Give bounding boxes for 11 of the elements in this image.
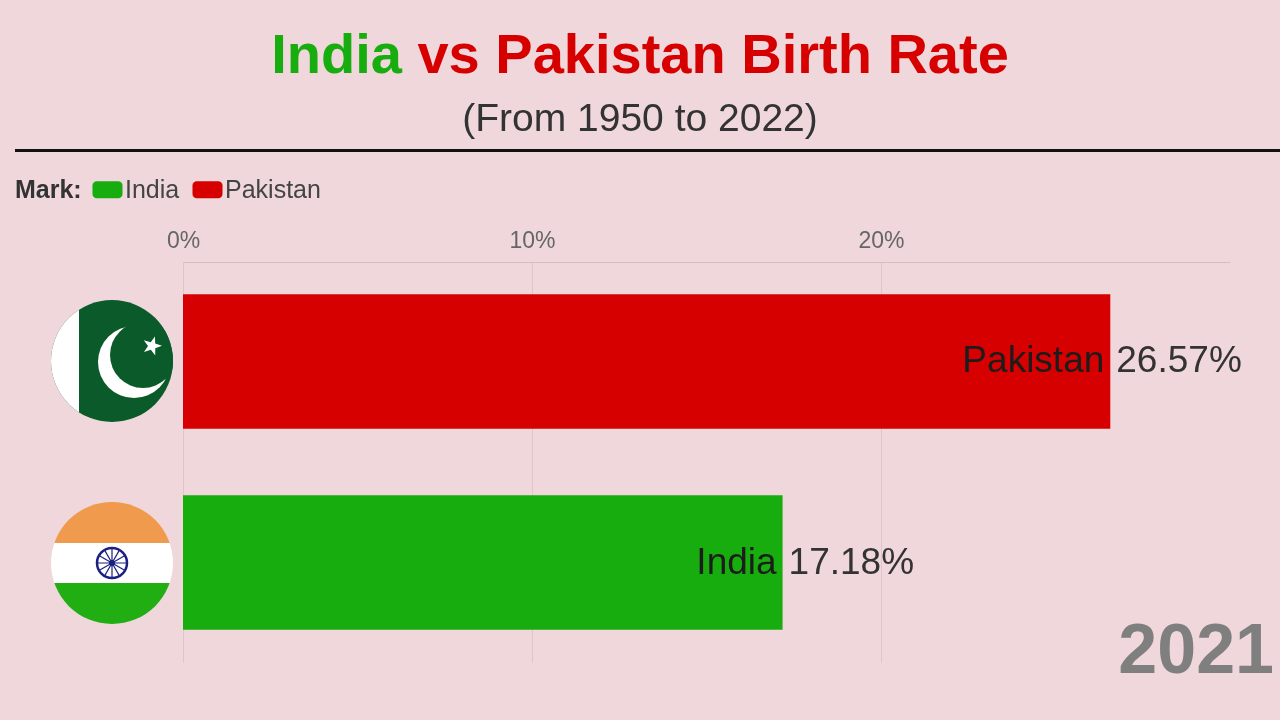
chart-subtitle: (From 1950 to 2022) [461, 95, 819, 141]
legend-label: Pakistan [225, 174, 321, 203]
data-label: 17.18% [788, 540, 915, 582]
legend-title: Mark: [15, 175, 82, 203]
x-tick-label: 20% [858, 226, 905, 253]
annotation: 2021 [1118, 610, 1274, 688]
data-label: 26.57% [1116, 339, 1242, 381]
x-tick-label: 0% [166, 226, 201, 253]
chart-title: India vs Pakistan Birth Rate [271, 22, 1009, 85]
legend-label: India [125, 174, 180, 203]
x-tick-label: 10% [509, 226, 556, 253]
